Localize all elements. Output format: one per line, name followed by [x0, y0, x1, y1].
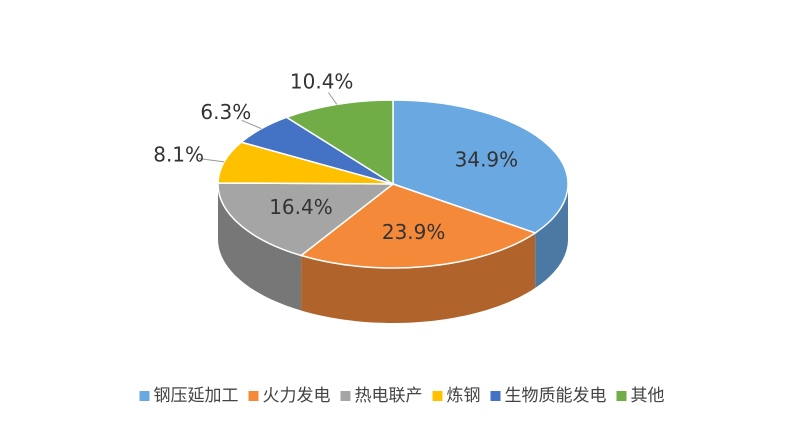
legend-label: 生物质能发电 — [505, 386, 607, 406]
legend-swatch — [139, 391, 150, 401]
data-label: 6.3% — [200, 100, 251, 124]
slice-side — [301, 232, 536, 323]
data-label: 23.9% — [382, 220, 446, 244]
legend-swatch — [616, 391, 627, 401]
data-label: 10.4% — [290, 69, 354, 93]
leader-line — [328, 92, 338, 105]
legend-label: 热电联产 — [355, 386, 423, 406]
data-label: 34.9% — [455, 147, 519, 171]
legend: 钢压延加工 火力发电 热电联产 炼钢 生物质能发电 其他 — [139, 386, 665, 406]
legend-label: 钢压延加工 — [154, 386, 239, 406]
legend-swatch — [340, 391, 351, 401]
slice — [392, 99, 569, 234]
legend-swatch — [432, 391, 443, 401]
legend-swatch — [248, 391, 259, 401]
legend-label: 其他 — [631, 386, 665, 406]
legend-label: 炼钢 — [447, 386, 481, 406]
leader-line — [198, 158, 225, 163]
slice — [217, 182, 396, 257]
slice — [299, 183, 537, 269]
data-label: 16.4% — [269, 195, 333, 219]
data-label: 8.1% — [153, 142, 204, 166]
leader-line — [241, 119, 262, 130]
legend-swatch — [490, 391, 501, 401]
slice — [217, 141, 394, 185]
legend-label: 火力发电 — [263, 386, 331, 406]
slice — [284, 99, 394, 186]
slice-side — [218, 184, 302, 311]
